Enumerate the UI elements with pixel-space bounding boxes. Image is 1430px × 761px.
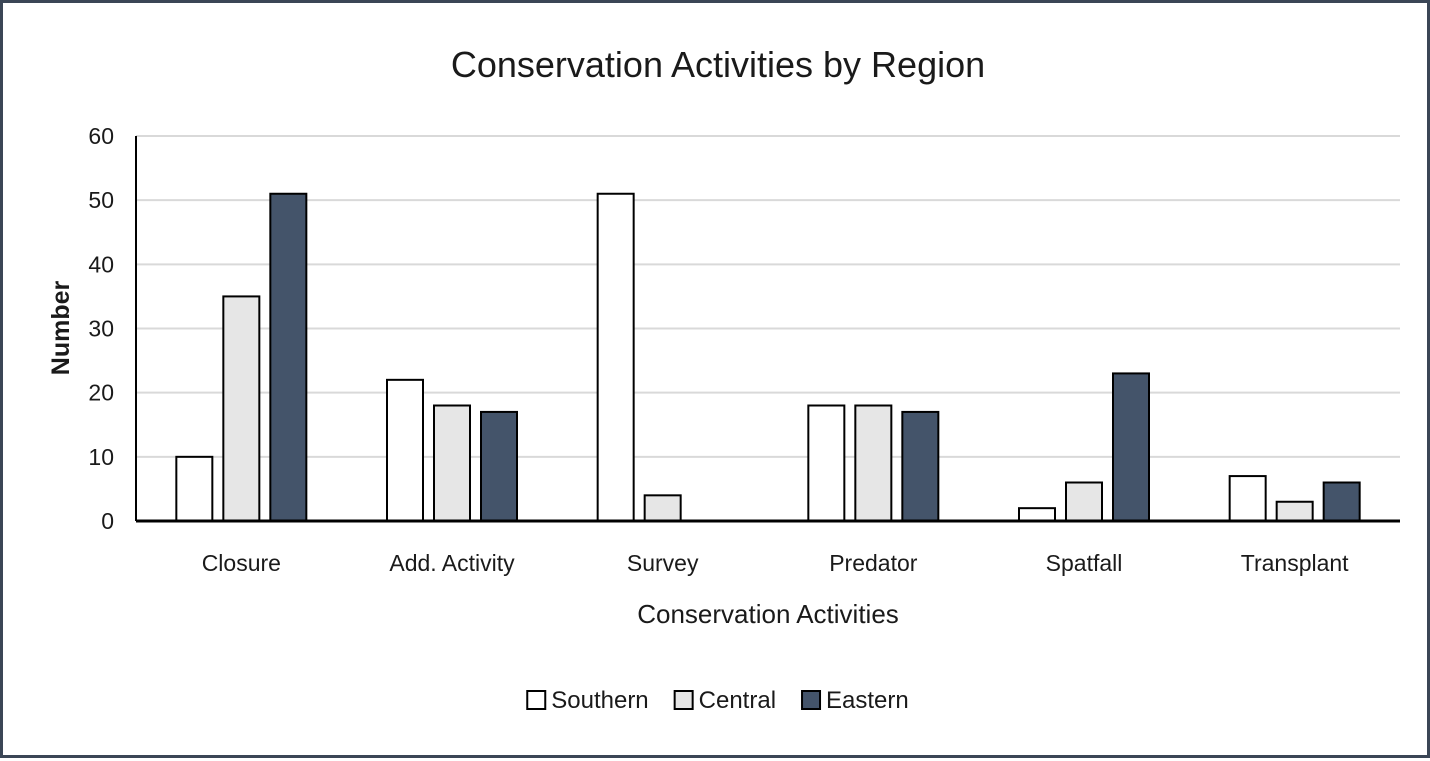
bar-central-transplant [1275, 500, 1314, 522]
bar-eastern-spatfall [1112, 372, 1150, 522]
legend-label: Central [699, 687, 776, 714]
legend-swatch [526, 690, 547, 710]
y-tick-label: 0 [101, 508, 114, 534]
x-tick-label: Predator [829, 550, 918, 576]
bar-central-closure [222, 295, 261, 522]
bar-chart: Conservation Activities by Region 0 10 20 3… [47, 44, 1400, 714]
x-tick-label: Add. Activity [389, 550, 515, 576]
legend-label: Eastern [826, 687, 909, 714]
y-tick-label: 60 [88, 123, 114, 149]
x-tick-label: Closure [202, 550, 281, 576]
bar-eastern-add-activity [480, 410, 518, 522]
y-tick-label: 40 [88, 251, 114, 277]
bar-southern-add-activity [386, 378, 424, 523]
bar-southern-spatfall [1018, 507, 1056, 522]
y-axis-ticks: 0 10 20 30 40 50 60 [88, 123, 114, 534]
y-axis-title: Number [47, 281, 75, 376]
y-tick-label: 10 [88, 444, 114, 470]
legend-label: Southern [551, 687, 648, 714]
bar-central-survey [643, 494, 682, 523]
x-tick-label: Transplant [1241, 550, 1349, 576]
x-tick-label: Survey [627, 550, 699, 576]
legend-swatch [673, 690, 694, 710]
bar-southern-predator [807, 404, 846, 522]
x-tick-label: Spatfall [1046, 550, 1123, 576]
bar-central-spatfall [1065, 481, 1103, 522]
legend: Southern Central Eastern [526, 687, 909, 714]
bar-central-add-activity [433, 404, 471, 522]
bars [175, 192, 1361, 523]
gridlines [136, 135, 1400, 458]
chart-title: Conservation Activities by Region [451, 44, 985, 85]
bar-eastern-predator [901, 410, 940, 522]
bar-southern-transplant [1228, 475, 1267, 523]
bar-eastern-closure [269, 192, 308, 522]
x-axis-title: Conservation Activities [637, 599, 899, 629]
bar-central-predator [854, 404, 893, 522]
axes [135, 136, 1400, 523]
y-tick-label: 20 [88, 380, 114, 406]
legend-swatch [801, 690, 822, 710]
bar-eastern-transplant [1322, 481, 1361, 522]
bar-southern-closure [175, 455, 214, 523]
bar-southern-survey [596, 192, 635, 522]
y-tick-label: 50 [88, 187, 114, 213]
x-axis-ticks: Closure Add. Activity Survey Predator Spatfa… [202, 550, 1349, 576]
y-tick-label: 30 [88, 316, 114, 342]
